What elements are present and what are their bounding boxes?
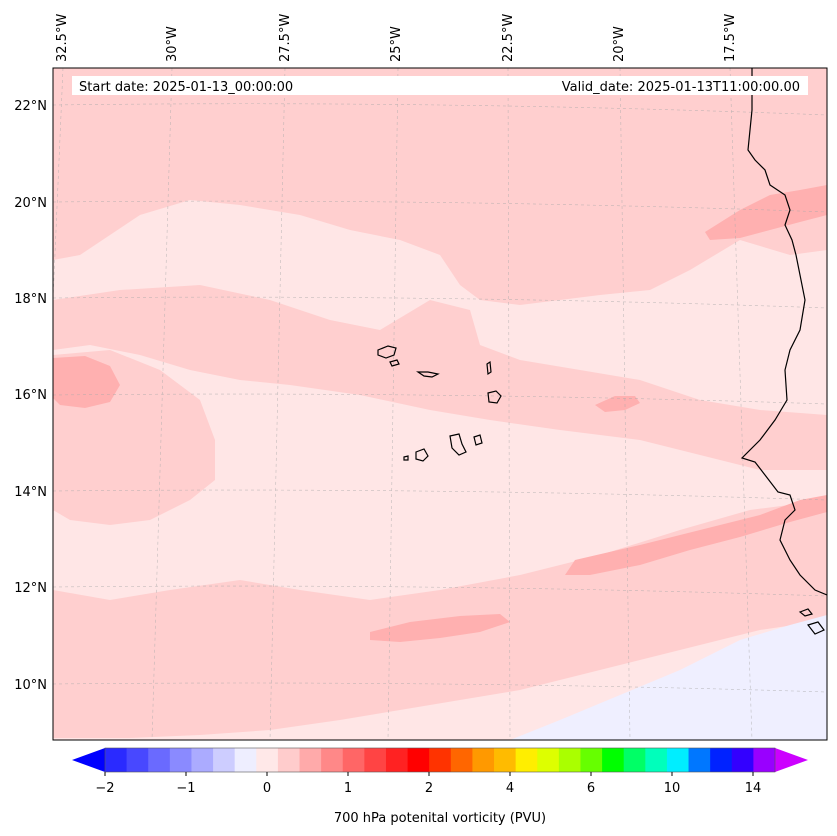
gridlines xyxy=(53,68,827,740)
colorbar-cell xyxy=(105,748,128,772)
pv-core-east-north xyxy=(705,185,827,240)
lat-label: 10°N xyxy=(14,678,47,693)
cape-verde-maio xyxy=(473,434,483,446)
colorbar-cell xyxy=(558,748,582,772)
colorbar-tick-label: −1 xyxy=(176,781,195,796)
colorbar-ticks xyxy=(104,772,754,776)
colorbar-cell xyxy=(753,748,776,772)
colorbar-tick-label: 4 xyxy=(506,781,514,796)
colorbar-cell xyxy=(299,748,322,772)
start-date-label: Start date: 2025-01-13_00:00:00 xyxy=(79,80,293,95)
lon-label: 25°W xyxy=(389,26,404,62)
colorbar-cell xyxy=(342,748,365,772)
cape-verde-sao-nicolau xyxy=(416,371,440,378)
latitude-labels: 22°N 20°N 18°N 16°N 14°N 12°N 10°N xyxy=(14,99,47,693)
cape-verde-fogo xyxy=(415,448,429,462)
colorbar-cell xyxy=(407,748,430,772)
lat-label: 12°N xyxy=(14,581,47,596)
colorbar-cell xyxy=(537,748,560,772)
pv-core-west xyxy=(53,356,120,408)
colorbar-cell xyxy=(429,748,452,772)
colorbar-cell xyxy=(602,748,625,772)
colorbar-cell xyxy=(364,748,387,772)
colorbar-tick-label: 1 xyxy=(344,781,352,796)
colorbar-tick-label: −2 xyxy=(95,781,114,796)
africa-coastline xyxy=(740,68,827,596)
pv-core-east-south xyxy=(565,495,827,575)
colorbar-cell xyxy=(515,748,538,772)
colorbar-tick-label: 0 xyxy=(263,781,271,796)
valid-date-label: Valid_date: 2025-01-13T11:00:00.00 xyxy=(562,80,800,95)
colorbar-cell xyxy=(666,748,690,772)
pv-band-central xyxy=(53,285,827,470)
lat-label: 18°N xyxy=(14,292,47,307)
info-bar-background xyxy=(72,76,808,95)
lon-label: 32.5°W xyxy=(55,14,70,62)
colorbar-cell xyxy=(256,748,279,772)
colorbar-cell xyxy=(731,748,754,772)
cape-verde-boa-vista xyxy=(487,390,502,404)
colorbar-cell xyxy=(191,748,214,772)
colorbar-cell xyxy=(234,748,257,772)
colorbar-cell xyxy=(645,748,668,772)
colorbar-min-extend xyxy=(72,748,105,772)
coastlines xyxy=(377,68,827,635)
lon-label: 20°W xyxy=(612,26,627,62)
lon-label: 17.5°W xyxy=(723,14,738,62)
pv-core-south xyxy=(370,614,510,642)
colorbar-tick-label: 6 xyxy=(587,781,595,796)
colorbar-cell xyxy=(169,748,193,772)
colorbar-cell xyxy=(148,748,171,772)
lat-label: 22°N xyxy=(14,99,47,114)
lon-label: 22.5°W xyxy=(501,14,516,62)
cape-verde-sao-vicente xyxy=(389,359,400,367)
colorbar-title: 700 hPa potenital vorticity (PVU) xyxy=(334,811,546,826)
colorbar-cell xyxy=(321,748,344,772)
colorbar-tick-label: 14 xyxy=(745,781,762,796)
colorbar-tick-labels: −2 −1 0 1 2 4 6 10 14 xyxy=(95,781,761,796)
colorbar-cell xyxy=(494,748,517,772)
pv-negative-region xyxy=(510,615,827,740)
pv-core-mid xyxy=(595,396,640,412)
longitude-labels: 32.5°W 30°W 27.5°W 25°W 22.5°W 20°W 17.5… xyxy=(55,14,738,62)
lat-label: 14°N xyxy=(14,485,47,500)
colorbar-cell xyxy=(710,748,733,772)
colorbar: −2 −1 0 1 2 4 6 10 14 700 hPa potenital … xyxy=(72,747,808,826)
colorbar-cell xyxy=(580,748,603,772)
lat-label: 20°N xyxy=(14,196,47,211)
colorbar-outline xyxy=(104,747,776,773)
cape-verde-santo-antao xyxy=(377,345,397,359)
colorbar-tick-label: 10 xyxy=(664,781,681,796)
lon-label: 27.5°W xyxy=(278,14,293,62)
colorbar-cell xyxy=(623,748,646,772)
colorbar-max-extend xyxy=(775,748,808,772)
lat-label: 16°N xyxy=(14,388,47,403)
cape-verde-sal xyxy=(486,360,492,376)
map-frame xyxy=(52,67,828,741)
lon-label: 30°W xyxy=(165,26,180,62)
bijagos-islands xyxy=(798,608,825,635)
cape-verde-brava xyxy=(403,455,409,461)
colorbar-cell xyxy=(277,748,301,772)
colorbar-cell xyxy=(385,748,409,772)
colorbar-cell xyxy=(472,748,495,772)
colorbar-cell xyxy=(688,748,711,772)
colorbar-cells xyxy=(105,748,776,772)
colorbar-cell xyxy=(126,748,149,772)
colorbar-tick-label: 2 xyxy=(425,781,433,796)
pv-band-north xyxy=(53,68,827,305)
map-panel xyxy=(53,68,827,740)
colorbar-cell xyxy=(213,748,236,772)
cape-verde-santiago xyxy=(449,433,467,456)
colorbar-cell xyxy=(450,748,474,772)
